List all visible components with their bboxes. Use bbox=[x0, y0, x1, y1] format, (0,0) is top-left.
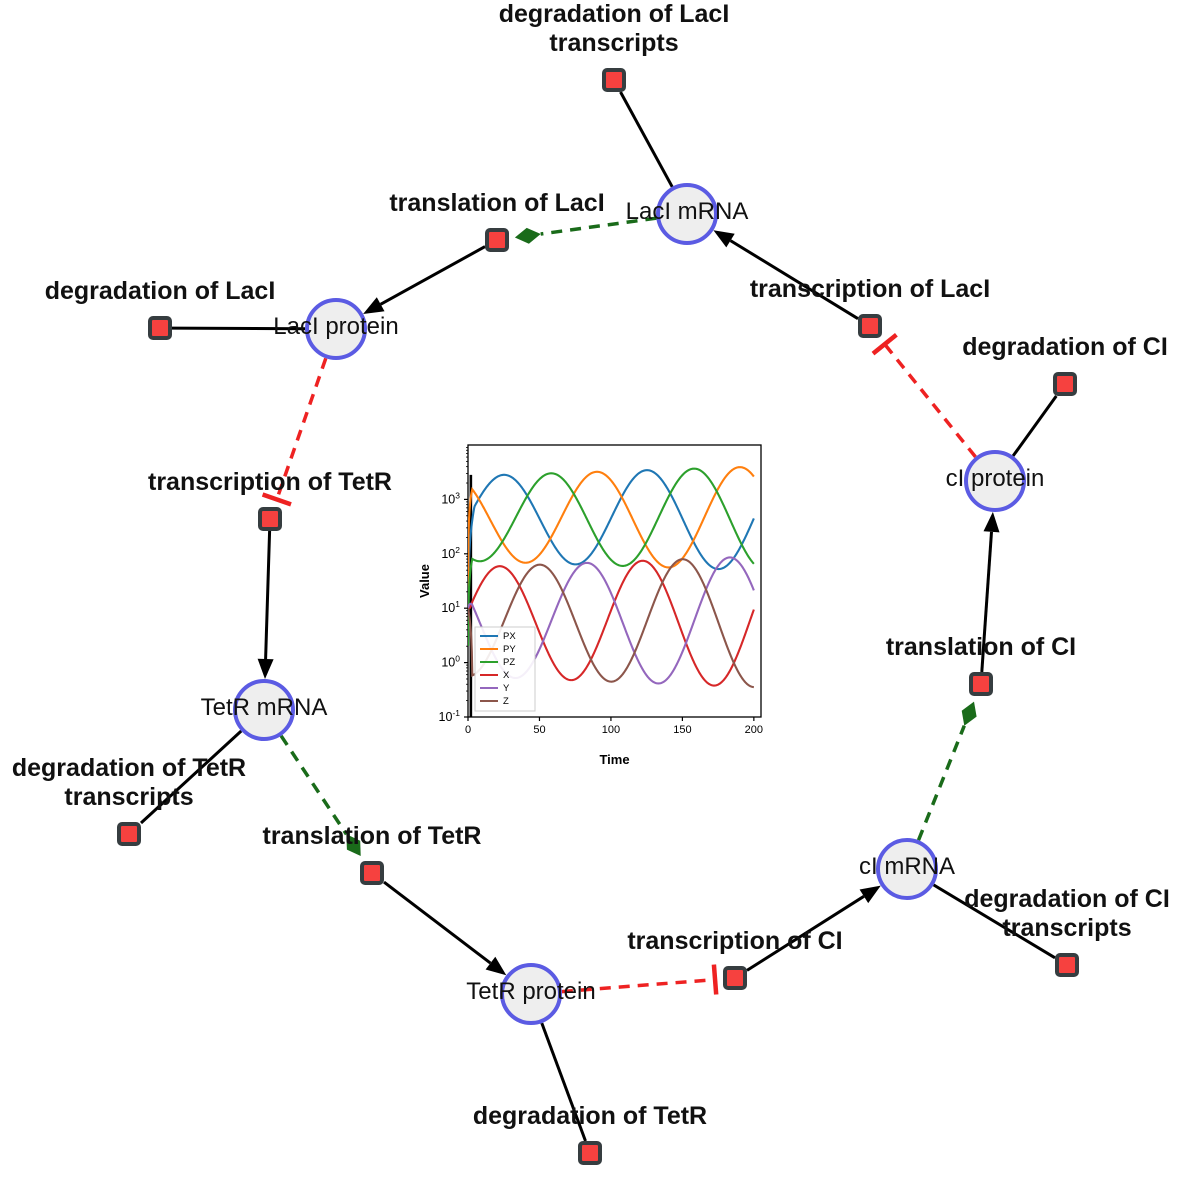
svg-text:Z: Z bbox=[503, 696, 509, 707]
svg-text:50: 50 bbox=[533, 724, 545, 736]
svg-text:Y: Y bbox=[503, 683, 510, 694]
svg-text:PY: PY bbox=[503, 644, 516, 655]
svg-text:0: 0 bbox=[465, 724, 471, 736]
svg-text:200: 200 bbox=[745, 724, 763, 736]
svg-text:X: X bbox=[503, 670, 510, 681]
svg-text:100: 100 bbox=[602, 724, 620, 736]
svg-text:PZ: PZ bbox=[503, 657, 515, 668]
svg-text:150: 150 bbox=[673, 724, 691, 736]
svg-text:PX: PX bbox=[503, 631, 516, 642]
svg-text:Time: Time bbox=[599, 752, 629, 767]
svg-text:Value: Value bbox=[417, 564, 432, 598]
